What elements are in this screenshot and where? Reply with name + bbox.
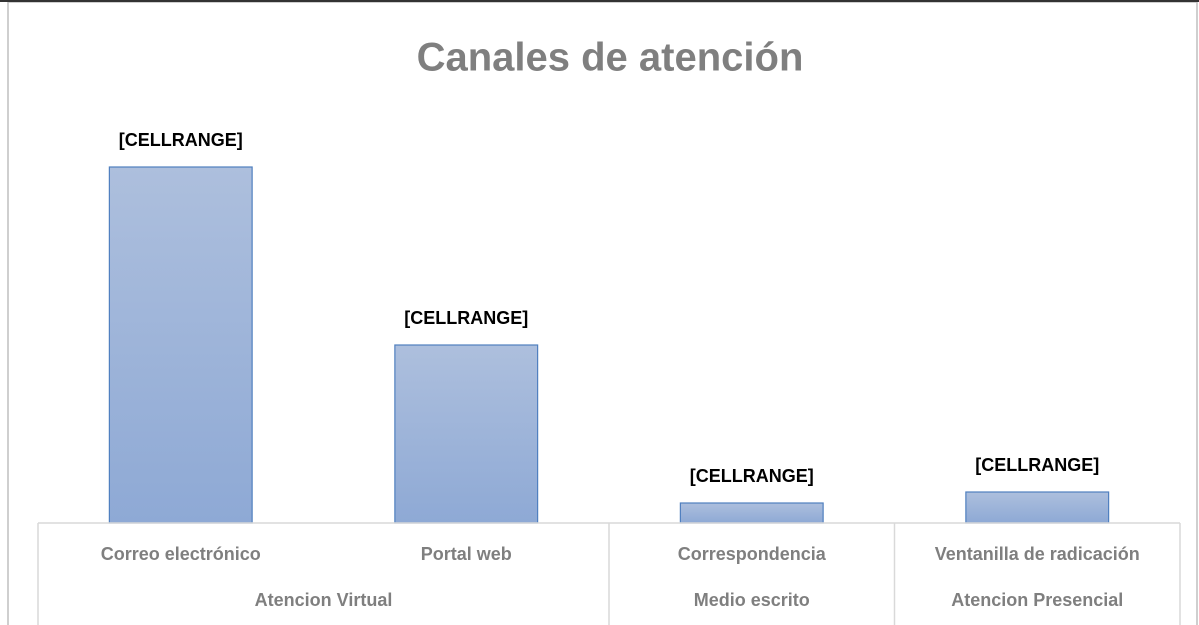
bar (679, 502, 824, 524)
x-tick-label: Correo electrónico (101, 544, 261, 564)
x-tick-label: Ventanilla de radicación (935, 544, 1140, 564)
x-tick-label: Correspondencia (678, 544, 827, 564)
data-label: [CELLRANGE] (404, 308, 528, 328)
data-label: [CELLRANGE] (690, 466, 814, 486)
group-label: Atencion Virtual (255, 590, 393, 610)
data-label: [CELLRANGE] (975, 455, 1099, 475)
group-label: Atencion Presencial (951, 590, 1123, 610)
bar (965, 491, 1110, 524)
chart-title: Canales de atención (417, 36, 804, 80)
data-label: [CELLRANGE] (119, 130, 243, 150)
bar (394, 344, 539, 524)
group-label: Medio escrito (694, 590, 810, 610)
x-tick-label: Portal web (421, 544, 512, 564)
bar (108, 166, 253, 524)
